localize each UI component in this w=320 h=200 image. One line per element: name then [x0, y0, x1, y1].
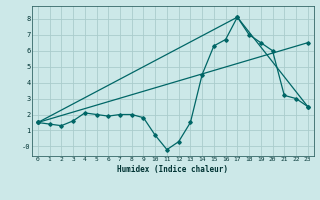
- X-axis label: Humidex (Indice chaleur): Humidex (Indice chaleur): [117, 165, 228, 174]
